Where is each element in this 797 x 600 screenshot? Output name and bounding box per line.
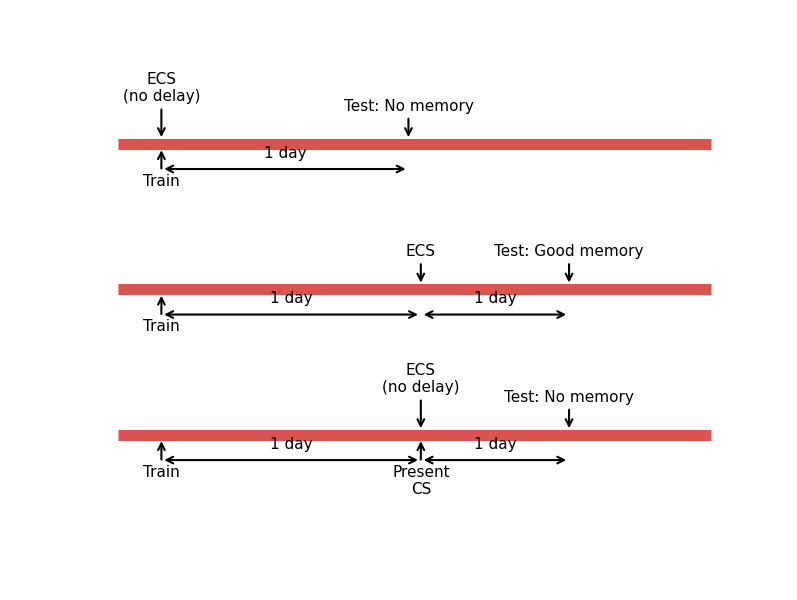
Text: ECS
(no delay): ECS (no delay) — [123, 72, 200, 104]
Text: Test: No memory: Test: No memory — [505, 389, 634, 404]
Text: ECS
(no delay): ECS (no delay) — [382, 363, 460, 395]
Text: 1 day: 1 day — [270, 291, 312, 306]
Text: Present
CS: Present CS — [392, 464, 450, 497]
Text: 1 day: 1 day — [473, 437, 516, 452]
Text: Train: Train — [143, 464, 180, 480]
Text: 1 day: 1 day — [264, 146, 306, 161]
Text: Test: No memory: Test: No memory — [344, 98, 473, 113]
Text: Train: Train — [143, 319, 180, 334]
Text: Test: Good memory: Test: Good memory — [494, 244, 644, 259]
Text: Train: Train — [143, 173, 180, 188]
Text: 1 day: 1 day — [473, 291, 516, 306]
Text: ECS: ECS — [406, 244, 436, 259]
Text: 1 day: 1 day — [270, 437, 312, 452]
